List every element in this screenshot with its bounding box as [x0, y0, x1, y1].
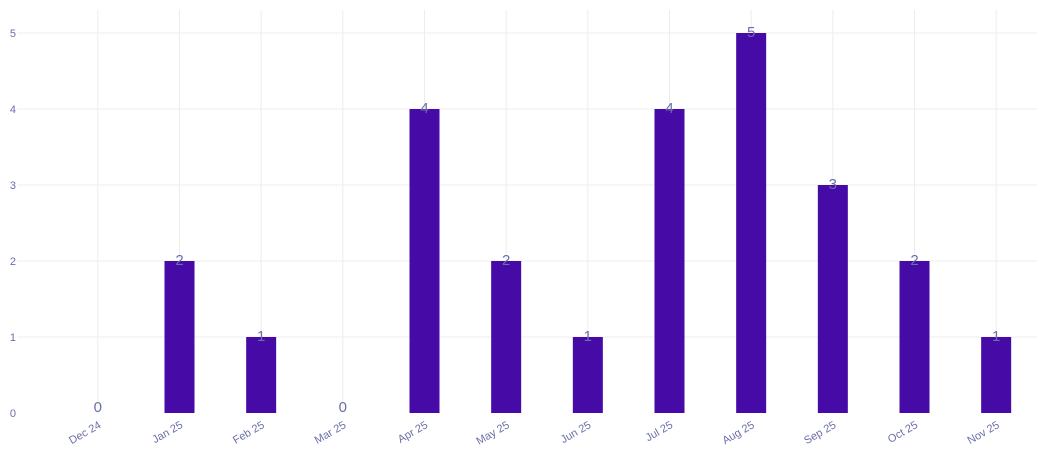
bar-value-label: 0 [339, 399, 347, 416]
bar[interactable] [164, 261, 195, 413]
bar[interactable] [899, 261, 930, 413]
bar-value-label: 2 [910, 252, 918, 269]
bar-value-label: 1 [257, 328, 265, 345]
x-tick-label: Mar 25 [313, 419, 349, 447]
data-labels: 0 2 1 0 4 2 1 4 5 3 2 1 [94, 24, 1001, 416]
y-tick-label: 5 [10, 28, 16, 40]
bar[interactable] [736, 33, 767, 413]
x-tick-label: Jan 25 [150, 419, 185, 446]
y-tick-label: 2 [10, 256, 16, 268]
x-tick-label: Oct 25 [886, 419, 920, 446]
bar[interactable] [817, 185, 848, 413]
y-tick-label: 0 [10, 408, 16, 420]
x-tick-label: Feb 25 [231, 419, 267, 447]
x-tick-label: Aug 25 [720, 419, 756, 447]
bar-value-label: 0 [94, 399, 102, 416]
bar[interactable] [491, 261, 522, 413]
x-tick-label: Jul 25 [644, 419, 675, 444]
x-tick-label: Apr 25 [396, 419, 430, 446]
bars [164, 33, 1012, 413]
bar[interactable] [246, 337, 277, 413]
x-tick-label: Jun 25 [559, 419, 594, 446]
x-tick-label: Dec 24 [67, 419, 103, 447]
bar[interactable] [981, 337, 1012, 413]
bar-value-label: 2 [175, 252, 183, 269]
y-tick-label: 3 [10, 180, 16, 192]
bar[interactable] [572, 337, 603, 413]
x-axis-ticks: Dec 24 Jan 25 Feb 25 Mar 25 Apr 25 May 25 Jun … [67, 419, 1002, 447]
x-tick-label: Sep 25 [802, 419, 838, 447]
bar-value-label: 3 [829, 176, 837, 193]
bar[interactable] [409, 109, 440, 413]
x-tick-label: May 25 [474, 419, 511, 447]
y-tick-label: 1 [10, 332, 16, 344]
x-tick-label: Nov 25 [965, 419, 1001, 447]
bar-value-label: 2 [502, 252, 510, 269]
y-tick-label: 4 [10, 104, 16, 116]
bar-value-label: 1 [584, 328, 592, 345]
bar-value-label: 4 [665, 100, 673, 117]
bar[interactable] [654, 109, 685, 413]
y-axis-ticks: 0 1 2 3 4 5 [10, 28, 16, 420]
bar-value-label: 1 [992, 328, 1000, 345]
bar-value-label: 5 [747, 24, 755, 41]
bar-value-label: 4 [420, 100, 428, 117]
